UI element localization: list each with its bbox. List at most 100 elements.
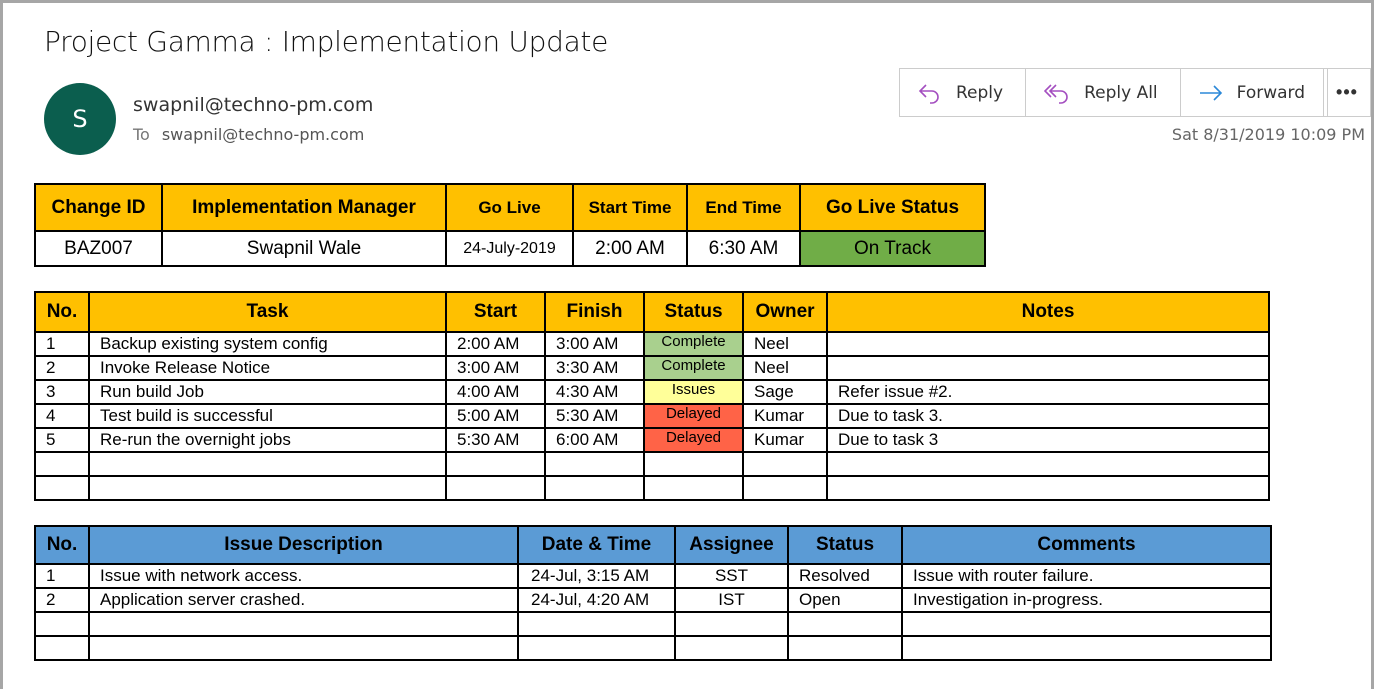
cell-assignee: IST (674, 587, 789, 613)
cell-finish: 5:30 AM (544, 403, 645, 429)
recipient-line: To swapnil@techno-pm.com (133, 125, 364, 144)
header-no: No. (34, 525, 90, 565)
cell-start: 3:00 AM (445, 355, 546, 381)
cell-issue-description: Issue with network access. (88, 563, 519, 589)
recipient-address[interactable]: swapnil@techno-pm.com (161, 125, 365, 144)
cell-owner (742, 475, 828, 501)
forward-button[interactable]: Forward (1181, 69, 1327, 116)
cell-notes (826, 475, 1270, 501)
cell-start: 4:00 AM (445, 379, 546, 405)
cell-no: 1 (34, 331, 90, 357)
cell-status: Complete (643, 331, 744, 357)
cell-no: 2 (34, 587, 90, 613)
table-row: 1 Backup existing system config 2:00 AM 3:0… (34, 331, 1270, 357)
header-notes: Notes (826, 291, 1270, 333)
task-header-row: No. Task Start Finish Status Owner Notes (34, 291, 1270, 333)
cell-assignee: SST (674, 563, 789, 589)
reply-all-button[interactable]: Reply All (1026, 69, 1181, 116)
issue-header-row: No. Issue Description Date & Time Assignee S… (34, 525, 1272, 565)
cell-status: Delayed (643, 403, 744, 429)
table-row: 2 Application server crashed. 24-Jul, 4:20… (34, 587, 1272, 613)
cell-task (88, 475, 447, 501)
cell-status (787, 611, 903, 637)
header-task: Task (88, 291, 447, 333)
cell-start (445, 451, 546, 477)
end-time: 6:30 AM (686, 230, 801, 267)
cell-owner: Kumar (742, 403, 828, 429)
cell-status (643, 475, 744, 501)
header-go-live: Go Live (445, 183, 574, 232)
table-row (34, 475, 1270, 501)
table-row: 3 Run build Job 4:00 AM 4:30 AM Issues Sage Re… (34, 379, 1270, 405)
change-summary-table: Change ID Implementation Manager Go Live… (34, 183, 986, 267)
cell-owner (742, 451, 828, 477)
cell-finish (544, 475, 645, 501)
sender-address[interactable]: swapnil@techno-pm.com (133, 94, 374, 116)
cell-finish: 4:30 AM (544, 379, 645, 405)
message-actions: Reply Reply All Forward (899, 68, 1329, 117)
cell-no (34, 451, 90, 477)
cell-task: Invoke Release Notice (88, 355, 447, 381)
cell-notes (826, 451, 1270, 477)
table-row: 1 Issue with network access. 24-Jul, 3:15 … (34, 563, 1272, 589)
cell-status: Delayed (643, 427, 744, 453)
table-row: 2 Invoke Release Notice 3:00 AM 3:30 AM Comp… (34, 355, 1270, 381)
cell-status (787, 635, 903, 661)
cell-notes (826, 331, 1270, 357)
change-id: BAZ007 (34, 230, 163, 267)
cell-status: Resolved (787, 563, 903, 589)
issue-table: No. Issue Description Date & Time Assignee S… (34, 525, 1272, 661)
summary-row: BAZ007 Swapnil Wale 24-July-2019 2:00 AM… (34, 230, 986, 267)
table-row (34, 451, 1270, 477)
cell-notes: Refer issue #2. (826, 379, 1270, 405)
implementation-manager: Swapnil Wale (161, 230, 447, 267)
header-go-live-status: Go Live Status (799, 183, 986, 232)
cell-owner: Kumar (742, 427, 828, 453)
more-actions-button[interactable]: ••• (1323, 68, 1371, 117)
cell-no: 5 (34, 427, 90, 453)
cell-owner: Sage (742, 379, 828, 405)
header-finish: Finish (544, 291, 645, 333)
to-label: To (133, 125, 150, 144)
header-no: No. (34, 291, 90, 333)
cell-status: Issues (643, 379, 744, 405)
cell-no: 2 (34, 355, 90, 381)
cell-status (643, 451, 744, 477)
cell-start: 5:00 AM (445, 403, 546, 429)
cell-finish (544, 451, 645, 477)
forward-arrow-icon (1199, 84, 1222, 101)
header-owner: Owner (742, 291, 828, 333)
forward-label: Forward (1236, 82, 1306, 103)
cell-no: 4 (34, 403, 90, 429)
cell-no: 1 (34, 563, 90, 589)
cell-date-time: 24-Jul, 4:20 AM (517, 587, 676, 613)
header-change-id: Change ID (34, 183, 163, 232)
cell-finish: 3:00 AM (544, 331, 645, 357)
cell-notes: Due to task 3. (826, 403, 1270, 429)
cell-status: Complete (643, 355, 744, 381)
cell-assignee (674, 611, 789, 637)
cell-no (34, 475, 90, 501)
cell-assignee (674, 635, 789, 661)
start-time: 2:00 AM (572, 230, 688, 267)
reply-all-icon (1044, 83, 1068, 104)
go-live-date: 24-July-2019 (445, 230, 574, 267)
cell-task: Re-run the overnight jobs (88, 427, 447, 453)
cell-finish: 6:00 AM (544, 427, 645, 453)
cell-start (445, 475, 546, 501)
reply-all-label: Reply All (1084, 82, 1158, 103)
table-row (34, 611, 1272, 637)
header-start: Start (445, 291, 546, 333)
cell-issue-description: Application server crashed. (88, 587, 519, 613)
reply-label: Reply (956, 82, 1004, 103)
header-date-time: Date & Time (517, 525, 676, 565)
go-live-status: On Track (799, 230, 986, 267)
cell-date-time (517, 611, 676, 637)
cell-no: 3 (34, 379, 90, 405)
reply-button[interactable]: Reply (900, 69, 1027, 116)
cell-task: Test build is successful (88, 403, 447, 429)
cell-task: Backup existing system config (88, 331, 447, 357)
header-start-time: Start Time (572, 183, 688, 232)
cell-notes (826, 355, 1270, 381)
header-implementation-manager: Implementation Manager (161, 183, 447, 232)
